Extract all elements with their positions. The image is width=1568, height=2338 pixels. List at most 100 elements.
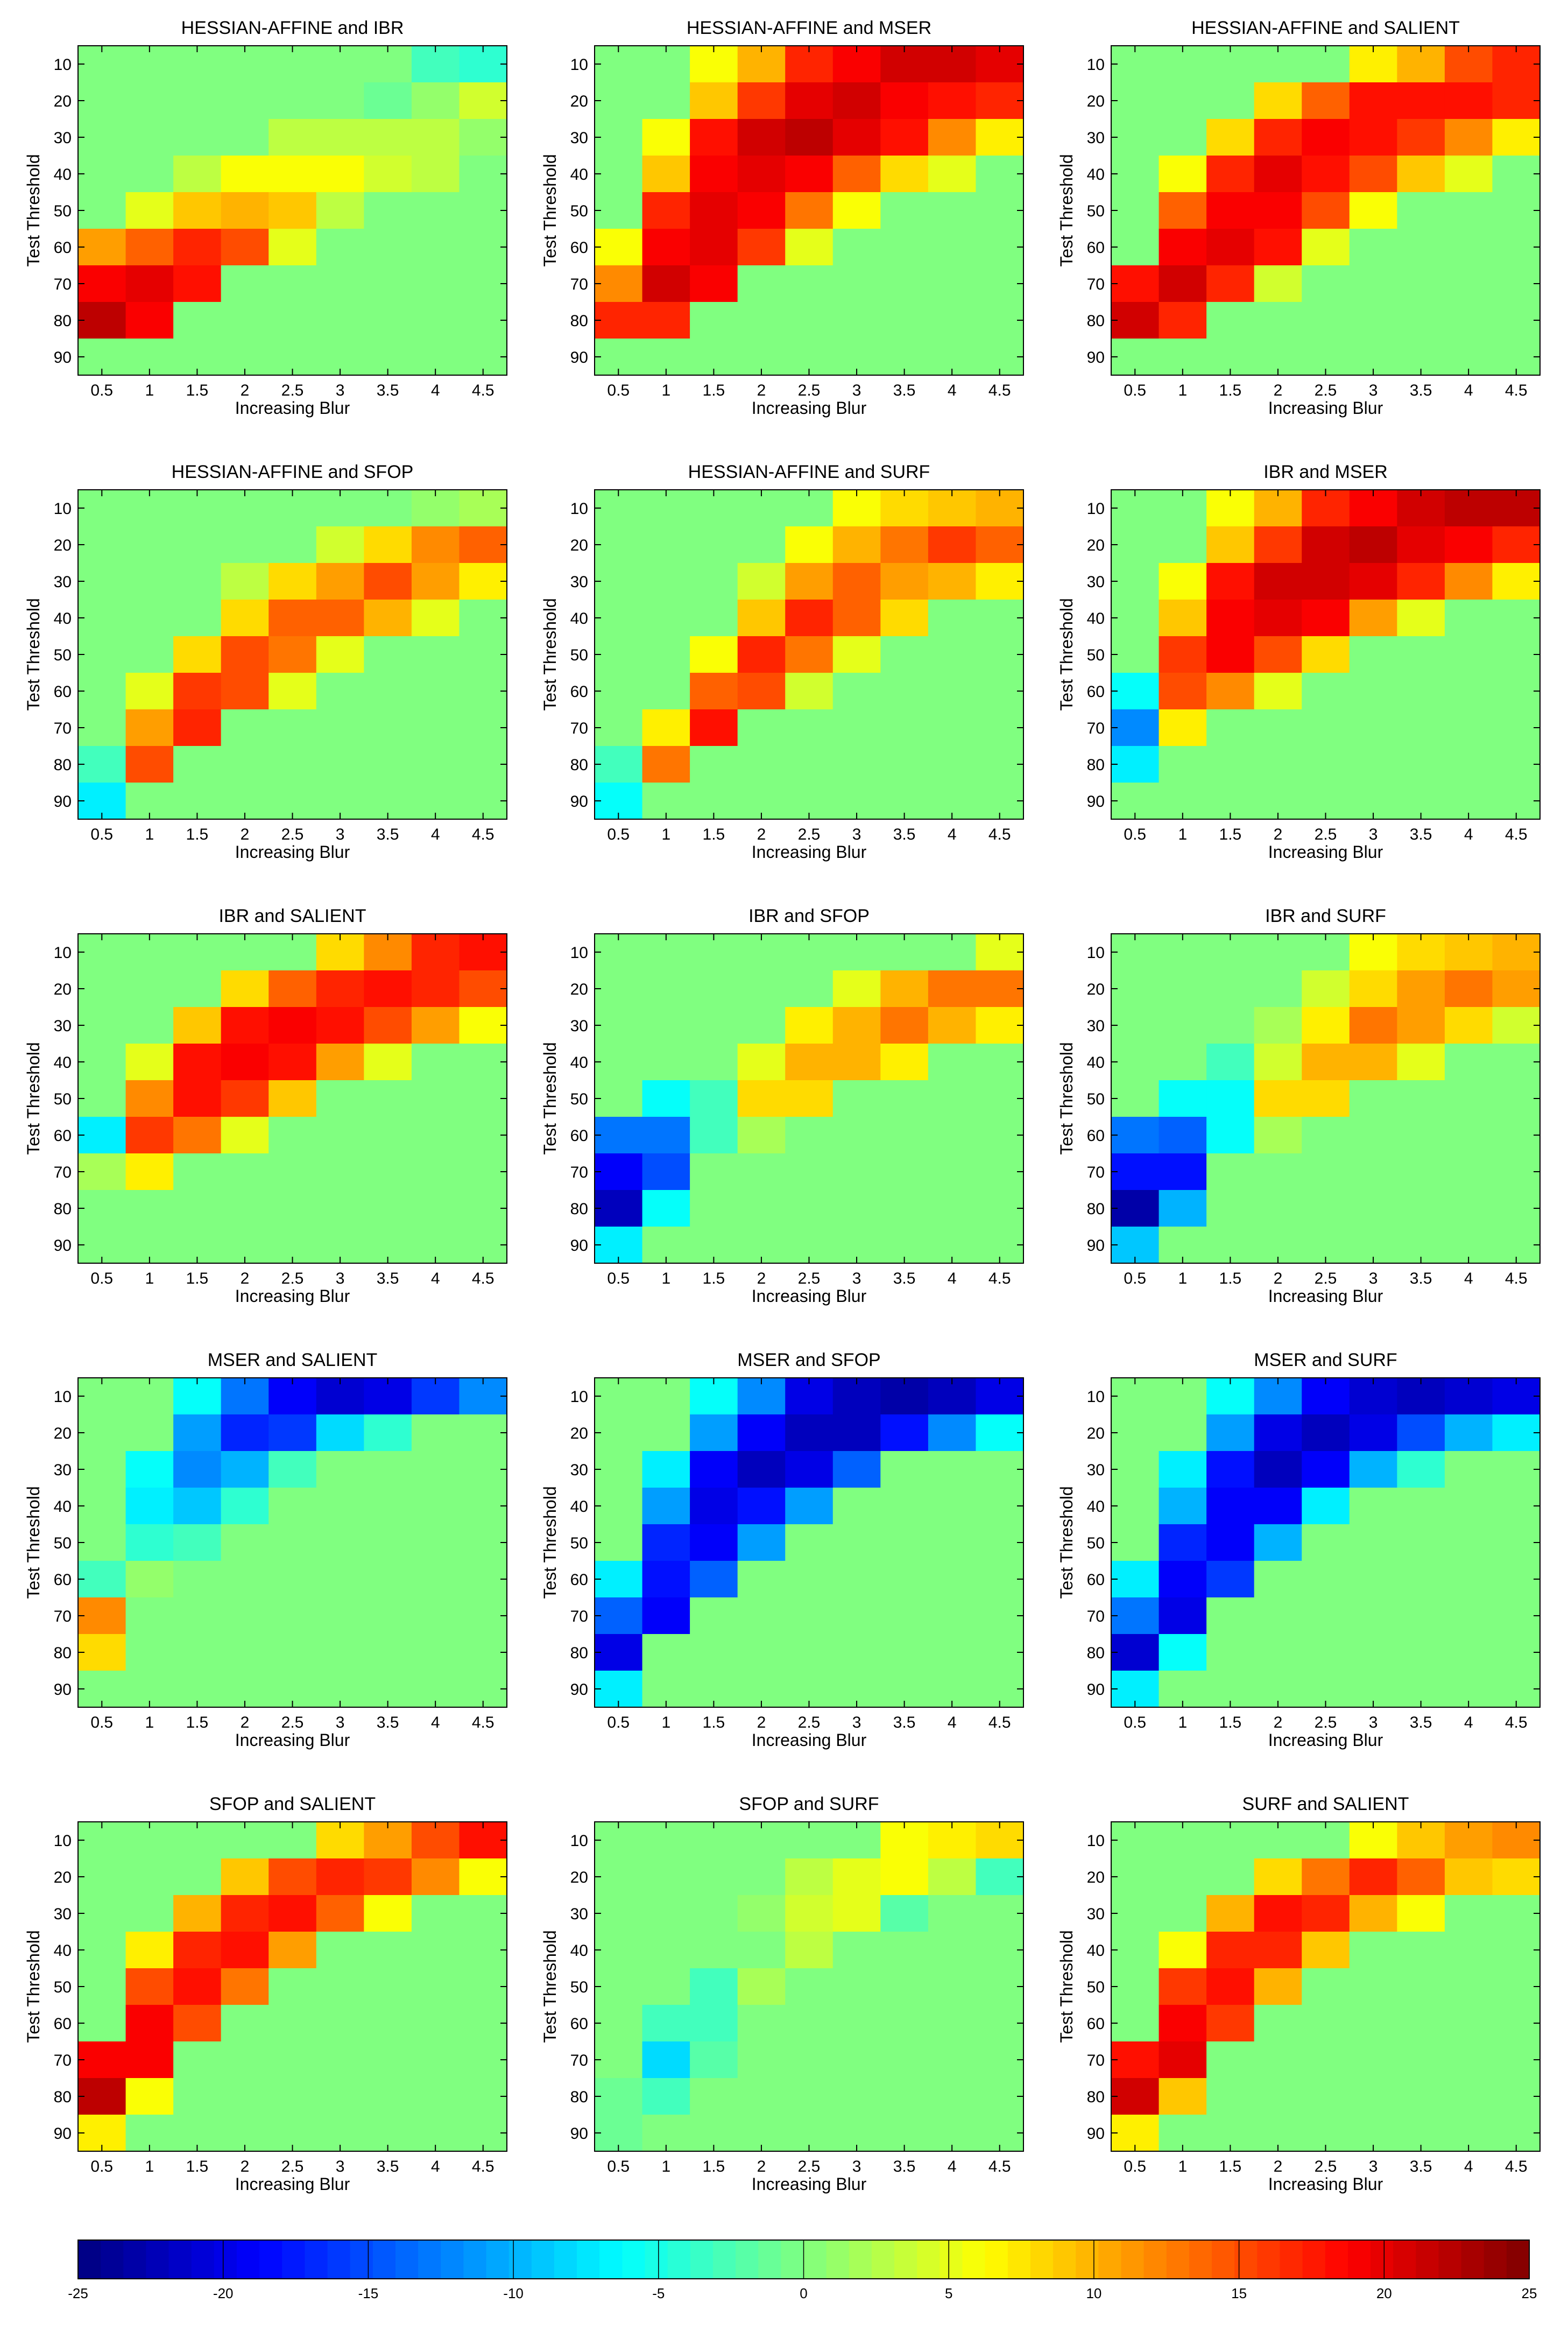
- heatmap-cell: [173, 1524, 222, 1561]
- heatmap-cell: [1349, 1488, 1397, 1525]
- y-tick-label: 10: [570, 56, 588, 74]
- x-tick-label: 1.5: [186, 2158, 209, 2175]
- heatmap-cell: [1111, 82, 1160, 119]
- heatmap-cell: [928, 1488, 977, 1525]
- y-tick-label: 90: [1087, 2125, 1105, 2143]
- heatmap-cell: [642, 265, 690, 302]
- heatmap-cell: [221, 192, 269, 229]
- heatmap-cell: [364, 600, 412, 637]
- colorbar-segment: [554, 2240, 577, 2279]
- heatmap-panel: HESSIAN-AFFINE and SALIENT 10 20 30 40 50 60 70…: [1057, 18, 1541, 418]
- heatmap-cell: [78, 1414, 126, 1452]
- heatmap-cell: [269, 526, 317, 564]
- heatmap-cell: [78, 746, 126, 783]
- heatmap-cell: [785, 1488, 834, 1525]
- heatmap-cell: [125, 1117, 174, 1154]
- heatmap-cell: [78, 600, 126, 637]
- y-tick-label: 20: [570, 981, 588, 998]
- y-tick-label: 10: [570, 1832, 588, 1850]
- heatmap-cell: [1444, 1044, 1493, 1081]
- heatmap-cell: [690, 1488, 738, 1525]
- colorbar-segment: [1416, 2240, 1439, 2279]
- heatmap-cell: [785, 1858, 834, 1896]
- heatmap-cell: [642, 1007, 690, 1044]
- heatmap-cell: [1206, 119, 1255, 156]
- heatmap-cell: [642, 1858, 690, 1896]
- heatmap-cell: [1397, 970, 1445, 1008]
- heatmap-cell: [1111, 1968, 1160, 2005]
- heatmap-cell: [737, 1080, 786, 1117]
- heatmap-cell: [690, 1932, 738, 1969]
- colorbar-segment: [803, 2240, 827, 2279]
- x-tick-label: 2: [757, 826, 766, 843]
- heatmap-cell: [1349, 1153, 1397, 1191]
- x-tick-label: 4.5: [1505, 382, 1528, 399]
- heatmap-cell: [459, 600, 507, 637]
- heatmap-cell: [832, 1561, 881, 1598]
- heatmap-cell: [1492, 1634, 1541, 1671]
- heatmap-cell: [737, 746, 786, 783]
- y-tick-label: 60: [54, 1571, 72, 1589]
- y-tick-label: 70: [54, 2052, 72, 2069]
- heatmap-cell: [459, 156, 507, 193]
- x-tick-label: 2.5: [281, 382, 304, 399]
- heatmap-cell: [173, 192, 222, 229]
- heatmap-cell: [690, 1597, 738, 1635]
- colorbar-segment: [849, 2240, 872, 2279]
- heatmap-cell: [690, 119, 738, 156]
- y-tick-label: 30: [54, 129, 72, 147]
- panel-title: SURF and SALIENT: [1242, 1794, 1409, 1814]
- heatmap-cell: [1111, 229, 1160, 266]
- heatmap-cell: [316, 1968, 364, 2005]
- colorbar-segment: [1280, 2240, 1303, 2279]
- heatmap-cell: [595, 1895, 643, 1932]
- heatmap-cell: [642, 970, 690, 1008]
- heatmap-cell: [1397, 563, 1445, 600]
- x-tick-label: 2.5: [798, 1714, 821, 1731]
- x-tick-label: 0.5: [90, 826, 113, 843]
- y-tick-label: 30: [1087, 129, 1105, 147]
- heatmap-cell: [78, 709, 126, 747]
- heatmap-cell: [1206, 1488, 1255, 1525]
- heatmap-cell: [459, 1451, 507, 1488]
- heatmap-cell: [976, 526, 1024, 564]
- heatmap-cell: [1349, 526, 1397, 564]
- heatmap-cell: [269, 1451, 317, 1488]
- heatmap-cell: [459, 1007, 507, 1044]
- colorbar-segment: [1007, 2240, 1031, 2279]
- heatmap-cell: [976, 192, 1024, 229]
- x-tick-label: 0.5: [90, 2158, 113, 2175]
- heatmap-cell: [737, 1858, 786, 1896]
- heatmap-cell: [832, 1858, 881, 1896]
- x-tick-label: 2: [757, 382, 766, 399]
- heatmap-cell: [316, 1414, 364, 1452]
- heatmap-cell: [832, 1524, 881, 1561]
- heatmap-cell: [928, 82, 977, 119]
- heatmap-cell: [785, 1007, 834, 1044]
- heatmap-cell: [1206, 1190, 1255, 1227]
- heatmap-cell: [221, 1007, 269, 1044]
- y-tick-label: 20: [54, 1869, 72, 1886]
- heatmap-cell: [316, 1932, 364, 1969]
- y-tick-label: 90: [54, 2125, 72, 2143]
- y-tick-label: 50: [54, 202, 72, 220]
- heatmap-cell: [173, 229, 222, 266]
- heatmap-cell: [459, 302, 507, 339]
- x-tick-label: 1.5: [703, 1714, 725, 1731]
- y-tick-label: 70: [54, 1608, 72, 1625]
- x-tick-label: 3.5: [893, 1714, 916, 1731]
- heatmap-cell: [173, 2078, 222, 2115]
- heatmap-cell: [411, 82, 460, 119]
- colorbar-segment: [1393, 2240, 1416, 2279]
- heatmap-cell: [1302, 1153, 1350, 1191]
- heatmap-cell: [976, 1634, 1024, 1671]
- x-tick-label: 3.5: [893, 1270, 916, 1287]
- y-tick-label: 90: [570, 793, 588, 811]
- heatmap-cell: [976, 229, 1024, 266]
- x-tick-label: 2: [1274, 2158, 1283, 2175]
- heatmap-cell: [595, 1561, 643, 1598]
- heatmap-cell: [1254, 302, 1302, 339]
- heatmap-cell: [173, 119, 222, 156]
- heatmap-panel: IBR and SFOP 10 20 30 40 50 60 70 80 90 0.5 1 1.5 2 2.…: [540, 906, 1024, 1306]
- colorbar-tick-label: 15: [1231, 2285, 1247, 2301]
